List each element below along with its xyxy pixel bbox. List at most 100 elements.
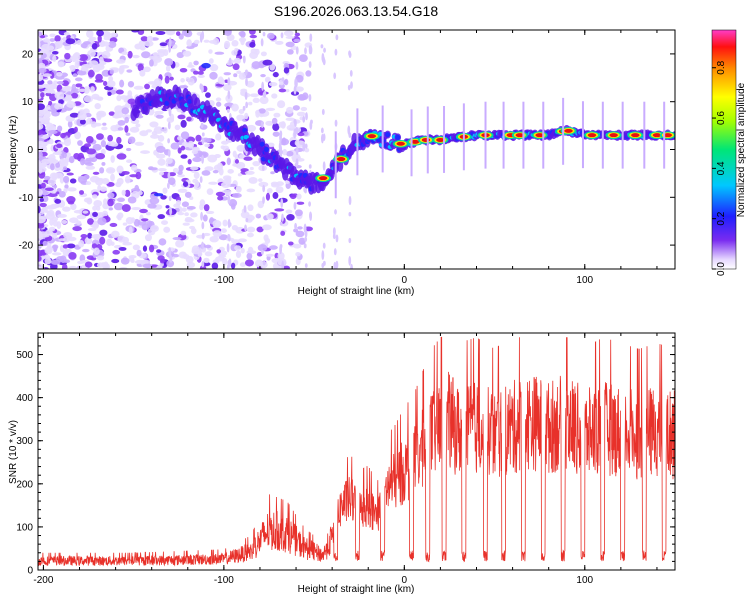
heatmap-speckle (108, 111, 115, 116)
heatmap-speckle (91, 42, 98, 50)
heatmap-speckle (251, 61, 261, 69)
heatmap-speckle (246, 124, 257, 132)
heatmap-speckle (38, 266, 43, 269)
heatmap-speckle (84, 143, 92, 148)
heatmap-speckle (258, 181, 269, 188)
heatmap-speckle (163, 226, 171, 233)
heatmap-speckle (62, 151, 67, 159)
heatmap-streak (201, 232, 205, 240)
heatmap-speckle (297, 132, 305, 137)
heatmap-speckle (41, 158, 51, 165)
heatmap-speckle (294, 209, 303, 217)
heatmap-speckle (69, 217, 79, 224)
heatmap-blob-core (436, 137, 445, 142)
heatmap-speckle (52, 244, 59, 250)
heatmap-speckle (73, 209, 84, 214)
heatmap-speckle (99, 186, 107, 192)
heatmap-streak (261, 81, 265, 91)
heatmap-speckle (150, 225, 159, 232)
heatmap-speckle (277, 252, 285, 260)
heatmap-speckle (64, 184, 69, 189)
heatmap-streak (322, 260, 326, 266)
heatmap-streak (304, 263, 308, 268)
heatmap-speckle (177, 136, 183, 141)
heatmap-speckle (56, 188, 62, 193)
heatmap-streak (245, 77, 248, 87)
heatmap-speckle (91, 243, 98, 249)
heatmap-speckle (38, 213, 41, 217)
heatmap-speckle (61, 80, 69, 87)
heatmap-speckle (80, 66, 88, 72)
heatmap-speckle (110, 142, 119, 147)
heatmap-speckle (265, 192, 271, 201)
heatmap-speckle (165, 205, 170, 209)
heatmap-speckle (119, 79, 125, 88)
heatmap-streak (243, 205, 247, 213)
heatmap-speckle (60, 72, 69, 78)
heatmap-streak (242, 105, 246, 111)
heatmap-speckle (250, 48, 258, 54)
heatmap-speckle (165, 65, 171, 72)
heatmap-speckle (189, 225, 196, 230)
heatmap-streak (334, 119, 338, 127)
heatmap-streak (332, 227, 336, 236)
snr-ytick-label-500: 500 (16, 350, 33, 361)
heatmap-speckle (45, 187, 54, 191)
heatmap-speckle (273, 112, 281, 118)
heatmap-speckle (298, 54, 308, 63)
heatmap-speckle (54, 198, 62, 204)
heatmap-speckle (256, 251, 263, 257)
heatmap-speckle (82, 210, 89, 214)
heatmap-speckle (288, 241, 294, 246)
heatmap-streak (262, 260, 266, 266)
heatmap-streak (321, 250, 325, 261)
heatmap-speckle (90, 86, 95, 93)
heatmap-streak (166, 182, 170, 189)
heatmap-streak (305, 112, 308, 121)
heatmap-speckle (92, 221, 100, 229)
heatmap-streak (281, 77, 285, 82)
heatmap-speckle (300, 106, 308, 112)
heatmap-speckle (218, 234, 229, 241)
heatmap-speckle (54, 35, 61, 42)
spectrogram-ytick-label--10: -10 (19, 193, 34, 204)
heatmap-speckle (74, 131, 81, 140)
heatmap-streak (332, 233, 336, 240)
heatmap-streak (226, 108, 230, 113)
heatmap-speckle (63, 232, 73, 239)
heatmap-streak (244, 71, 248, 76)
spectrogram-ytick-label-10: 10 (22, 97, 34, 108)
heatmap-speckle (146, 35, 154, 43)
heatmap-speckle (282, 265, 290, 269)
heatmap-speckle (209, 64, 219, 72)
heatmap-streak (281, 260, 285, 269)
heatmap-streak (279, 132, 282, 143)
heatmap-speckle (246, 188, 256, 193)
heatmap-speckle (55, 162, 61, 168)
colorbar-tick-label-0.2: 0.2 (716, 211, 727, 225)
heatmap-speckle (102, 210, 108, 217)
heatmap-speckle (139, 130, 149, 137)
heatmap-speckle (69, 178, 77, 184)
colorbar-label: Normalized spectral amplitude (736, 82, 747, 217)
heatmap-speckle (191, 146, 200, 152)
heatmap-speckle (86, 148, 97, 155)
heatmap-speckle (281, 137, 287, 146)
heatmap-spike (410, 109, 413, 177)
heatmap-speckle (127, 98, 137, 105)
heatmap-blob-core (609, 133, 618, 138)
heatmap-ridge-core (164, 100, 170, 106)
heatmap-speckle (228, 199, 238, 207)
colorbar-tick-label-0.4: 0.4 (716, 161, 727, 175)
heatmap-speckle (244, 170, 255, 175)
spectrogram-xtick-label--200: -200 (33, 275, 53, 286)
heatmap-streak (261, 249, 264, 255)
heatmap-speckle (180, 145, 186, 151)
heatmap-speckle (224, 79, 229, 83)
heatmap-speckle (159, 42, 168, 47)
heatmap-speckle (205, 92, 211, 98)
heatmap-speckle (130, 164, 138, 171)
heatmap-speckle (304, 148, 310, 153)
heatmap-ridge-core (385, 131, 391, 138)
heatmap-speckle (182, 222, 190, 226)
